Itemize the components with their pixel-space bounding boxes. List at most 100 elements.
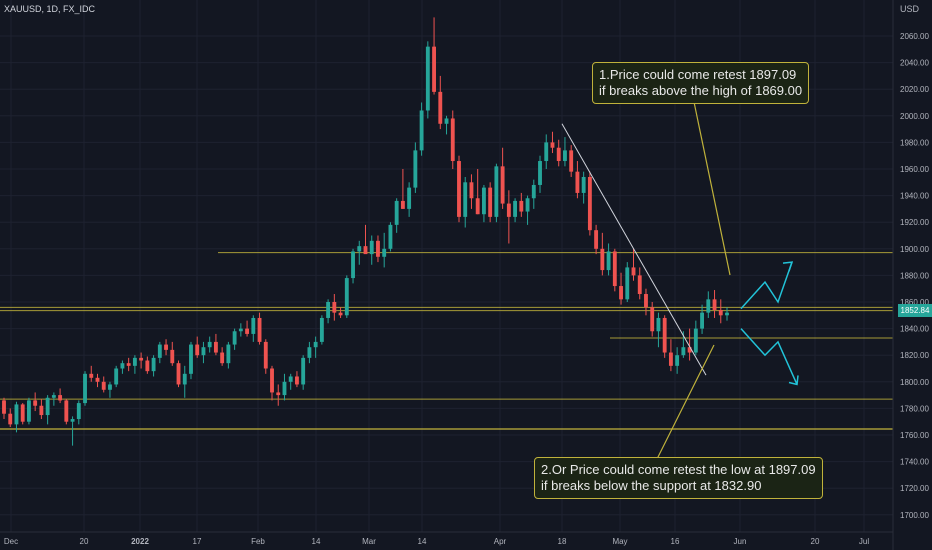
candle-body (33, 400, 38, 406)
candle-body (400, 200, 405, 209)
candle-body (2, 400, 6, 414)
time-axis: Dec 20 2022 17 Feb 14 Mar 14 Apr 18 May 16 Jun 20 Jul (0, 531, 893, 546)
candle-body (58, 395, 63, 401)
y-tick-label: 1940.00 (900, 192, 929, 201)
candle-body (83, 373, 87, 404)
candle-body (506, 203, 511, 217)
candle-body (637, 275, 642, 295)
candle-body (581, 176, 586, 193)
x-tick-label: Mar (362, 537, 376, 546)
y-tick-label: 2020.00 (900, 85, 929, 94)
candle-body (644, 294, 648, 308)
y-tick-label: 1780.00 (900, 404, 929, 413)
y-tick-label: 1700.00 (900, 511, 929, 520)
y-tick-label: 1900.00 (900, 245, 929, 254)
candle-body (326, 302, 331, 318)
candle-body (394, 200, 399, 225)
candle-body (288, 376, 293, 382)
candle-body (132, 357, 137, 366)
candle-body (700, 312, 705, 329)
candle-body (550, 142, 555, 148)
candle-body (488, 187, 493, 217)
candle-body (475, 198, 480, 215)
candle-body (238, 328, 243, 332)
arrow-down-icon (788, 375, 799, 386)
x-tick-label: Feb (251, 537, 265, 546)
candle-body (693, 328, 698, 353)
candle-body (301, 357, 306, 385)
candle-body (544, 142, 549, 162)
x-tick-label: May (612, 537, 627, 546)
candle-body (251, 317, 256, 334)
candle-body (220, 352, 225, 364)
candle-body (363, 246, 368, 255)
candle-body (463, 182, 468, 217)
candle-body (575, 171, 580, 193)
y-tick-label: 1880.00 (900, 271, 929, 280)
candle-body (45, 397, 50, 416)
candle-body (525, 198, 530, 212)
horizontal-levels (0, 252, 893, 430)
candle-body (407, 187, 412, 209)
candle-body (569, 150, 574, 172)
x-tick-label: 17 (193, 537, 202, 546)
price-axis: 1700.00 1720.00 1740.00 1760.00 1780.00 1800.… (892, 0, 929, 550)
y-tick-label: 2060.00 (900, 32, 929, 41)
candle-body (625, 267, 630, 300)
candle-body (662, 317, 667, 353)
candle-body (432, 46, 436, 92)
candle-body (538, 161, 542, 185)
candle-body (344, 278, 349, 316)
callout-line: if breaks below the support at 1832.90 (541, 478, 762, 493)
y-tick-label: 1800.00 (900, 378, 929, 387)
candle-body (556, 147, 561, 162)
candle-body (419, 110, 424, 151)
y-tick-label: 1860.00 (900, 298, 929, 307)
candle-body (500, 166, 505, 204)
candle-body (313, 341, 318, 348)
callout-retest-below: 2.Or Price could come retest the low at … (534, 457, 823, 499)
candle-body (232, 331, 237, 345)
bearish-projection-path (740, 328, 798, 385)
candle-body (438, 91, 443, 124)
candle-body (26, 400, 31, 422)
candle-body (139, 357, 144, 361)
x-tick-label: Jun (734, 537, 747, 546)
chart-grid (0, 0, 893, 532)
arrow-up-icon (782, 261, 794, 272)
x-tick-label: 20 (80, 537, 89, 546)
candle-body (631, 267, 636, 276)
candle-body (164, 344, 168, 350)
x-tick-label: Apr (494, 537, 507, 546)
candle-body (388, 224, 393, 249)
candle-body (207, 341, 212, 348)
candle-body (687, 347, 692, 353)
candle-body (263, 341, 268, 369)
candlestick-series (2, 17, 729, 446)
y-tick-label: 1840.00 (900, 325, 929, 334)
x-tick-label: Dec (4, 537, 18, 546)
last-price-tag: 1852.84 (898, 304, 932, 317)
y-tick-label: 1960.00 (900, 165, 929, 174)
candle-body (126, 363, 131, 366)
candle-body (51, 395, 56, 398)
callout-line: 1.Price could come retest 1897.09 (599, 67, 797, 82)
callout-pointer (693, 101, 731, 276)
candle-body (108, 384, 112, 390)
candle-body (563, 150, 567, 162)
candle-body (706, 299, 711, 313)
candle-body (170, 349, 175, 364)
candle-body (332, 302, 337, 313)
candle-body (70, 419, 75, 422)
candle-body (176, 363, 181, 385)
candle-body (725, 312, 729, 316)
candle-body (594, 230, 599, 249)
y-tick-label: 1760.00 (900, 431, 929, 440)
candle-body (519, 200, 524, 212)
candle-body (145, 360, 150, 372)
candle-body (668, 352, 673, 366)
candle-body (513, 200, 518, 217)
candle-body (376, 240, 380, 257)
candle-body (157, 344, 162, 358)
